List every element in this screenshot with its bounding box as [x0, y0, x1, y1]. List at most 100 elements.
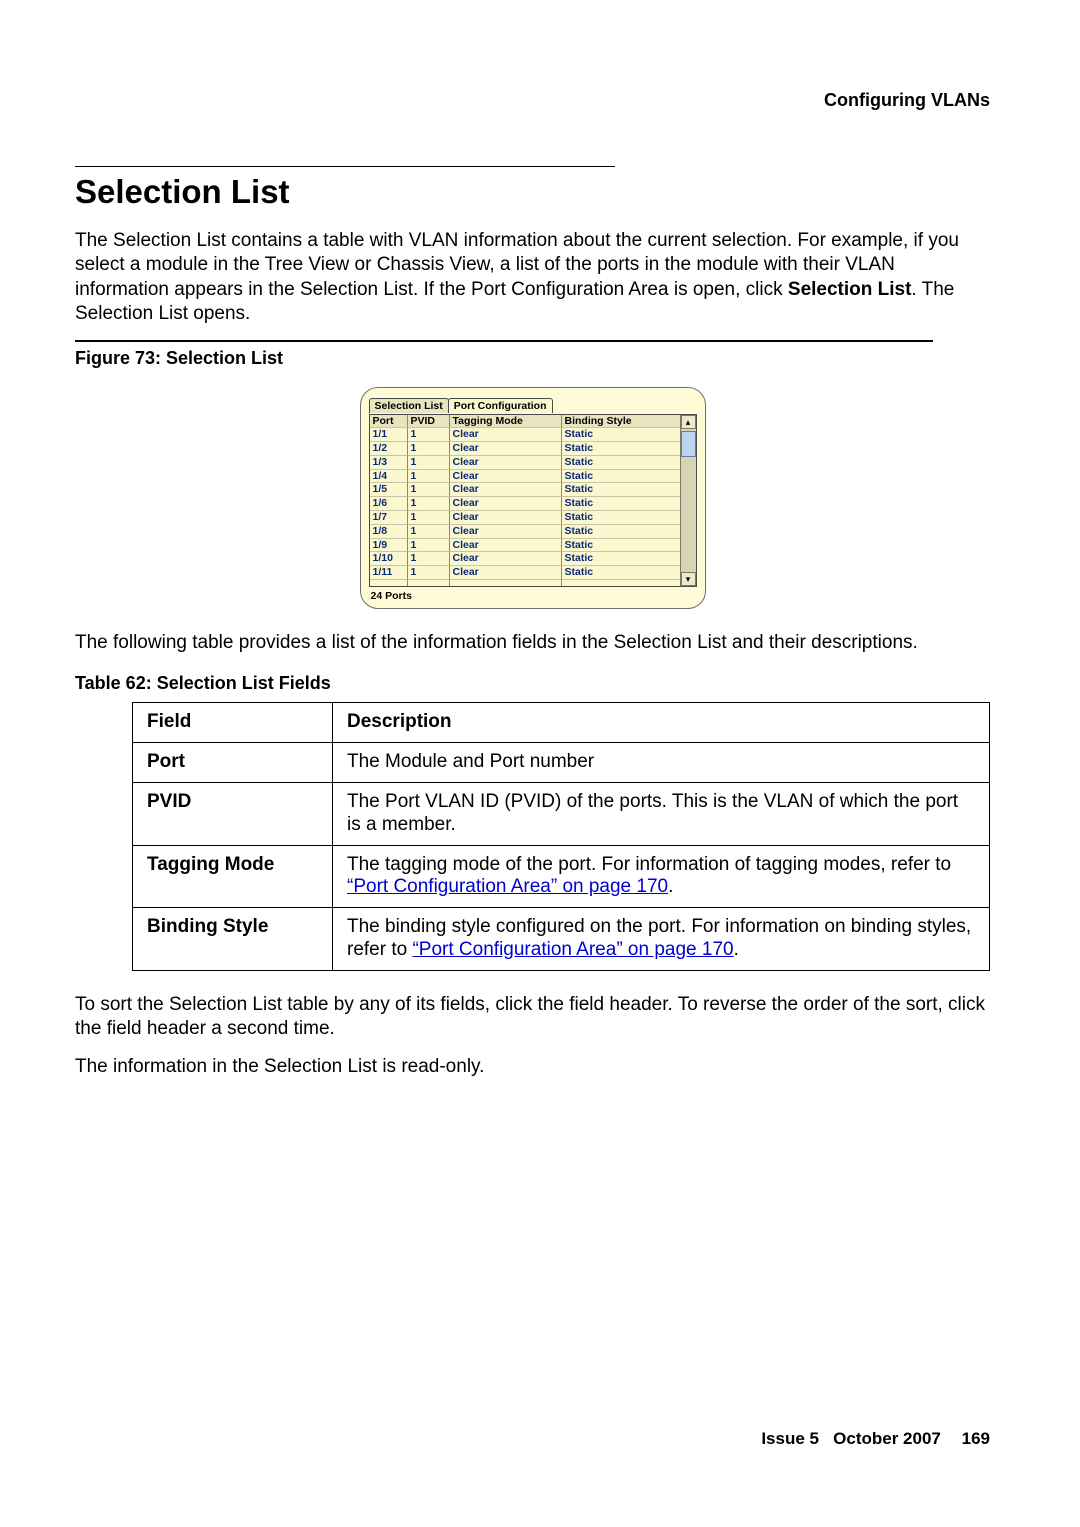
fields-cell-description: The binding style configured on the port…	[333, 908, 990, 971]
selection-list-panel: Selection List Port Configuration Port P…	[360, 387, 706, 609]
intro-paragraph: The Selection List contains a table with…	[75, 229, 990, 326]
col-header-binding-style[interactable]: Binding Style	[562, 415, 680, 427]
cell-port: 1/2	[370, 441, 408, 455]
cell-port: 1/3	[370, 455, 408, 469]
panel-tabs: Selection List Port Configuration	[369, 398, 697, 413]
desc-text: .	[668, 876, 673, 897]
cell-tag: Clear	[450, 427, 562, 441]
page-section-header: Configuring VLANs	[75, 90, 990, 111]
fields-row: Binding StyleThe binding style configure…	[133, 908, 990, 971]
footer-issue: Issue 5	[761, 1429, 819, 1448]
divider	[75, 340, 933, 342]
after-p2: The information in the Selection List is…	[75, 1055, 990, 1079]
tab-port-configuration[interactable]: Port Configuration	[448, 398, 553, 413]
cell-port: 1/7	[370, 510, 408, 524]
cell-tag: Clear	[450, 510, 562, 524]
cell-pvid: 1	[408, 482, 450, 496]
table-row[interactable]: 1/101ClearStatic	[370, 551, 680, 565]
scroll-down-icon[interactable]: ▾	[681, 572, 696, 586]
scroll-track[interactable]	[681, 429, 696, 572]
fields-header-description: Description	[333, 703, 990, 743]
cell-tag: Clear	[450, 496, 562, 510]
fields-table: Field Description PortThe Module and Por…	[132, 702, 990, 970]
cell-port: 1/11	[370, 565, 408, 579]
cell-tag: Clear	[450, 538, 562, 552]
between-paragraph: The following table provides a list of t…	[75, 631, 990, 655]
cell-pvid: 1	[408, 565, 450, 579]
cell-pvid: 1	[408, 551, 450, 565]
cell-tag: Clear	[450, 469, 562, 483]
panel-status: 24 Ports	[369, 587, 697, 602]
cell-pvid: 1	[408, 510, 450, 524]
tab-selection-list[interactable]: Selection List	[369, 398, 449, 413]
table-row[interactable]: 1/11ClearStatic	[370, 427, 680, 441]
fields-cell-description: The Port VLAN ID (PVID) of the ports. Th…	[333, 782, 990, 845]
cell-pvid: 1	[408, 496, 450, 510]
fields-cell-field: Port	[133, 743, 333, 783]
cell-bind: Static	[562, 482, 680, 496]
table-row	[370, 579, 680, 586]
cell-bind: Static	[562, 469, 680, 483]
cell-tag: Clear	[450, 482, 562, 496]
after-p1: To sort the Selection List table by any …	[75, 993, 990, 1042]
footer-date: October 2007	[833, 1429, 941, 1448]
col-header-tagging-mode[interactable]: Tagging Mode	[450, 415, 562, 427]
col-header-port[interactable]: Port	[370, 415, 408, 427]
cell-port: 1/1	[370, 427, 408, 441]
desc-text: The tagging mode of the port. For inform…	[347, 854, 951, 875]
cell-bind: Static	[562, 455, 680, 469]
fields-header-field: Field	[133, 703, 333, 743]
table-row[interactable]: 1/71ClearStatic	[370, 510, 680, 524]
fields-header-row: Field Description	[133, 703, 990, 743]
intro-text-bold: Selection List	[788, 279, 912, 300]
fields-row: PVIDThe Port VLAN ID (PVID) of the ports…	[133, 782, 990, 845]
cell-bind: Static	[562, 524, 680, 538]
table-caption: Table 62: Selection List Fields	[75, 673, 990, 694]
cell-bind: Static	[562, 496, 680, 510]
table-row[interactable]: 1/91ClearStatic	[370, 538, 680, 552]
cell-tag: Clear	[450, 441, 562, 455]
cell-port: 1/6	[370, 496, 408, 510]
fields-cell-field: PVID	[133, 782, 333, 845]
cell-tag: Clear	[450, 524, 562, 538]
selection-list-table: Port PVID Tagging Mode Binding Style 1/1…	[370, 415, 680, 586]
cell-port: 1/4	[370, 469, 408, 483]
cell-port: 1/9	[370, 538, 408, 552]
desc-text: .	[734, 939, 739, 960]
cell-pvid: 1	[408, 455, 450, 469]
table-row[interactable]: 1/51ClearStatic	[370, 482, 680, 496]
fields-cell-field: Binding Style	[133, 908, 333, 971]
cell-bind: Static	[562, 565, 680, 579]
doc-link[interactable]: “Port Configuration Area” on page 170	[412, 939, 733, 960]
scroll-thumb[interactable]	[681, 431, 696, 457]
table-row[interactable]: 1/31ClearStatic	[370, 455, 680, 469]
fields-cell-description: The tagging mode of the port. For inform…	[333, 845, 990, 908]
cell-pvid: 1	[408, 427, 450, 441]
scrollbar[interactable]: ▴ ▾	[680, 415, 696, 586]
col-header-pvid[interactable]: PVID	[408, 415, 450, 427]
fields-cell-field: Tagging Mode	[133, 845, 333, 908]
scroll-up-icon[interactable]: ▴	[681, 415, 696, 429]
doc-link[interactable]: “Port Configuration Area” on page 170	[347, 876, 668, 897]
fields-row: Tagging Mode The tagging mode of the port…	[133, 845, 990, 908]
cell-pvid: 1	[408, 469, 450, 483]
table-row[interactable]: 1/111ClearStatic	[370, 565, 680, 579]
table-row[interactable]: 1/41ClearStatic	[370, 469, 680, 483]
cell-pvid: 1	[408, 538, 450, 552]
page-footer: Issue 5 October 2007 169	[761, 1429, 990, 1449]
table-row[interactable]: 1/21ClearStatic	[370, 441, 680, 455]
fields-row: PortThe Module and Port number	[133, 743, 990, 783]
cell-port: 1/5	[370, 482, 408, 496]
cell-pvid: 1	[408, 524, 450, 538]
divider	[75, 166, 615, 167]
cell-bind: Static	[562, 427, 680, 441]
cell-bind: Static	[562, 510, 680, 524]
page-title: Selection List	[75, 173, 990, 211]
figure-caption: Figure 73: Selection List	[75, 348, 990, 369]
table-row[interactable]: 1/81ClearStatic	[370, 524, 680, 538]
table-header-row[interactable]: Port PVID Tagging Mode Binding Style	[370, 415, 680, 427]
cell-bind: Static	[562, 441, 680, 455]
cell-tag: Clear	[450, 455, 562, 469]
cell-bind: Static	[562, 551, 680, 565]
table-row[interactable]: 1/61ClearStatic	[370, 496, 680, 510]
